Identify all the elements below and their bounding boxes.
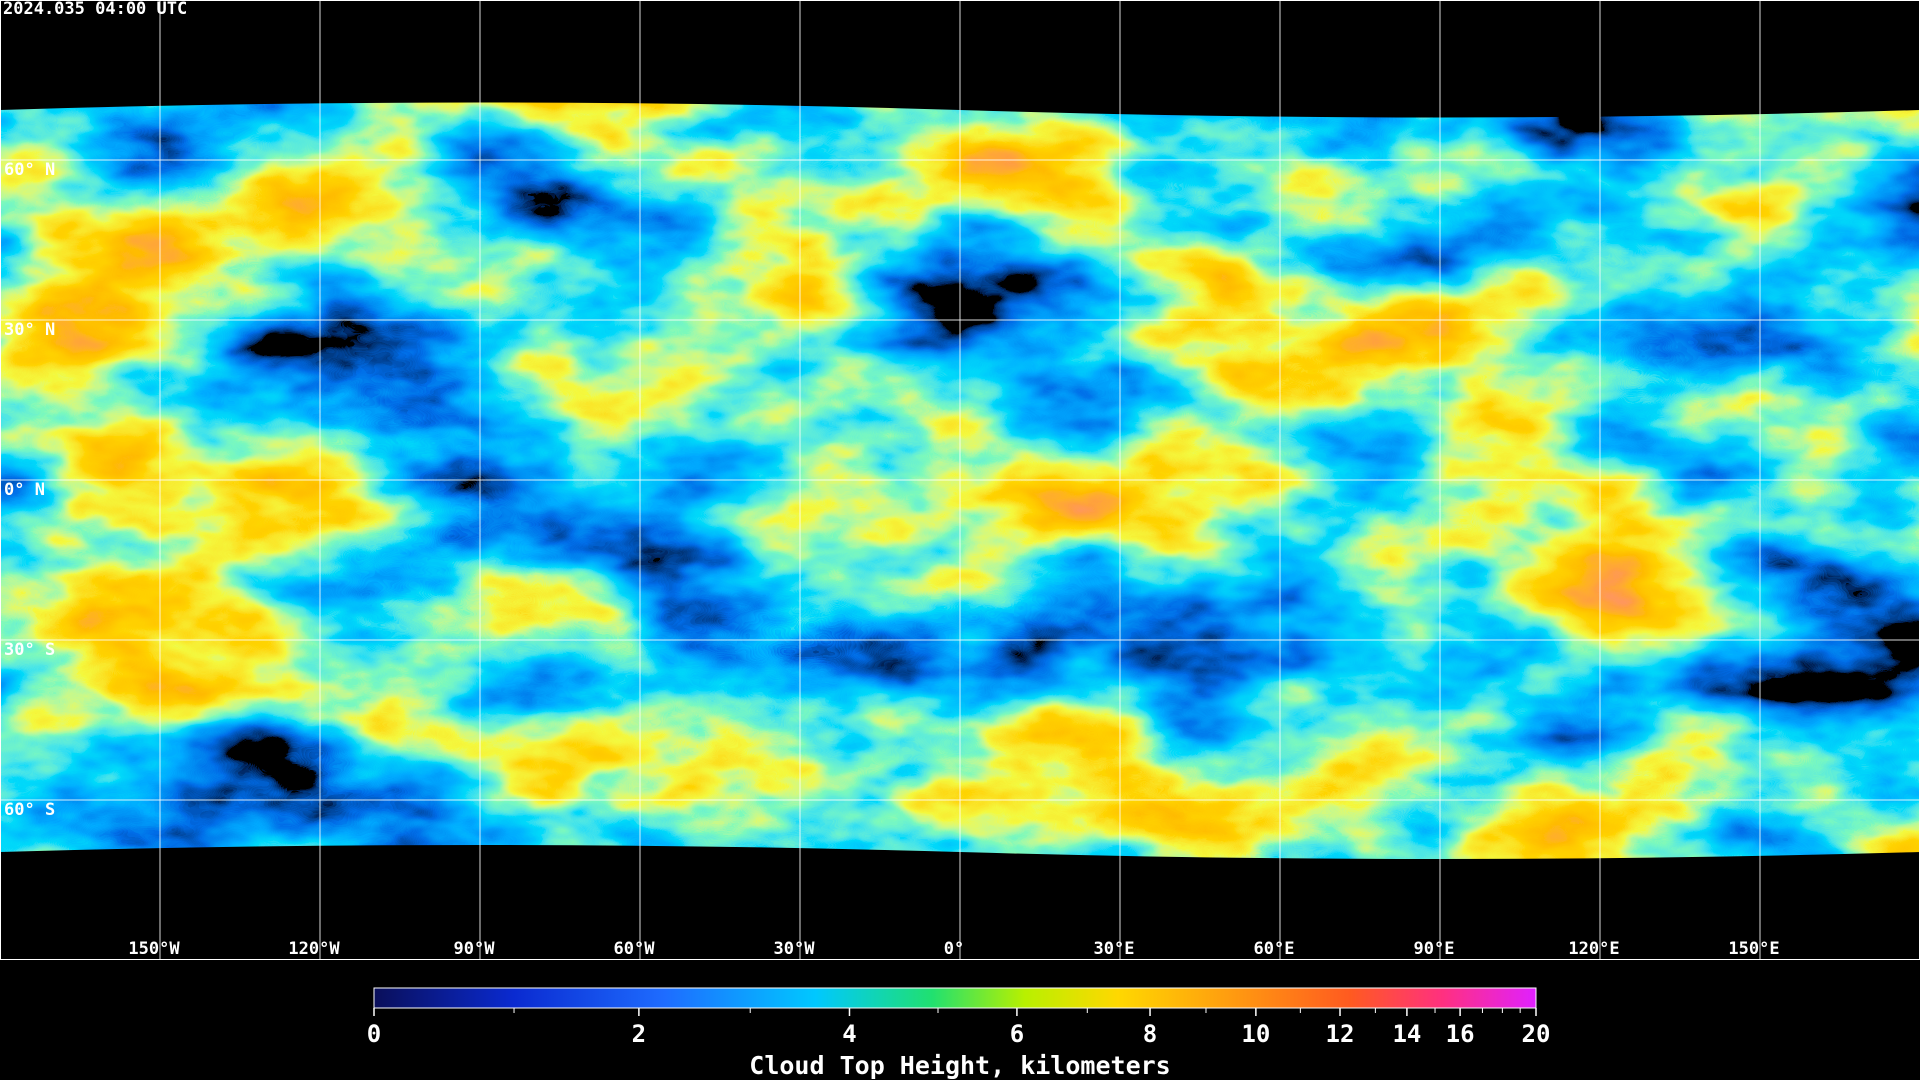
- lon-label: 120°W: [288, 939, 340, 959]
- lon-label: 120°E: [1568, 939, 1619, 959]
- lon-label: 150°W: [128, 939, 180, 959]
- lat-label: 30° N: [4, 320, 55, 340]
- colorbar-tick-label: 6: [1010, 1020, 1024, 1048]
- colorbar-tick-label: 20: [1522, 1020, 1551, 1048]
- lon-label: 60°W: [614, 939, 656, 959]
- colorbar: [373, 987, 1537, 1009]
- colorbar-tick-label: 4: [842, 1020, 856, 1048]
- lon-label: 30°E: [1094, 939, 1135, 959]
- graticule: [0, 0, 1920, 960]
- colorbar-tick-label: 8: [1143, 1020, 1157, 1048]
- lon-label: 60°E: [1254, 939, 1295, 959]
- colorbar-tick-label: 12: [1326, 1020, 1355, 1048]
- lon-label: 90°W: [454, 939, 496, 959]
- lon-label: 150°E: [1728, 939, 1779, 959]
- colorbar-title: Cloud Top Height, kilometers: [749, 1051, 1170, 1080]
- lat-label: 0° N: [4, 480, 45, 500]
- timestamp: 2024.035 04:00 UTC: [3, 0, 187, 19]
- colorbar-ticks: 0 2 4 6 8 10 12 14 16 20: [367, 1008, 1551, 1048]
- lon-label: 90°E: [1414, 939, 1455, 959]
- lon-label: 0°: [944, 939, 964, 959]
- colorbar-tick-label: 10: [1241, 1020, 1270, 1048]
- lat-label: 60° N: [4, 160, 55, 180]
- colorbar-tick-label: 14: [1392, 1020, 1421, 1048]
- colorbar-tick-label: 0: [367, 1020, 381, 1048]
- grid-labels: 150°W 120°W 90°W 60°W 30°W 0° 30°E 60°E 90°E 120°…: [4, 160, 1780, 959]
- lon-label: 30°W: [774, 939, 816, 959]
- colorbar-tick-label: 16: [1446, 1020, 1475, 1048]
- lat-label: 30° S: [4, 640, 55, 660]
- lat-label: 60° S: [4, 800, 55, 820]
- colorbar-tick-label: 2: [632, 1020, 646, 1048]
